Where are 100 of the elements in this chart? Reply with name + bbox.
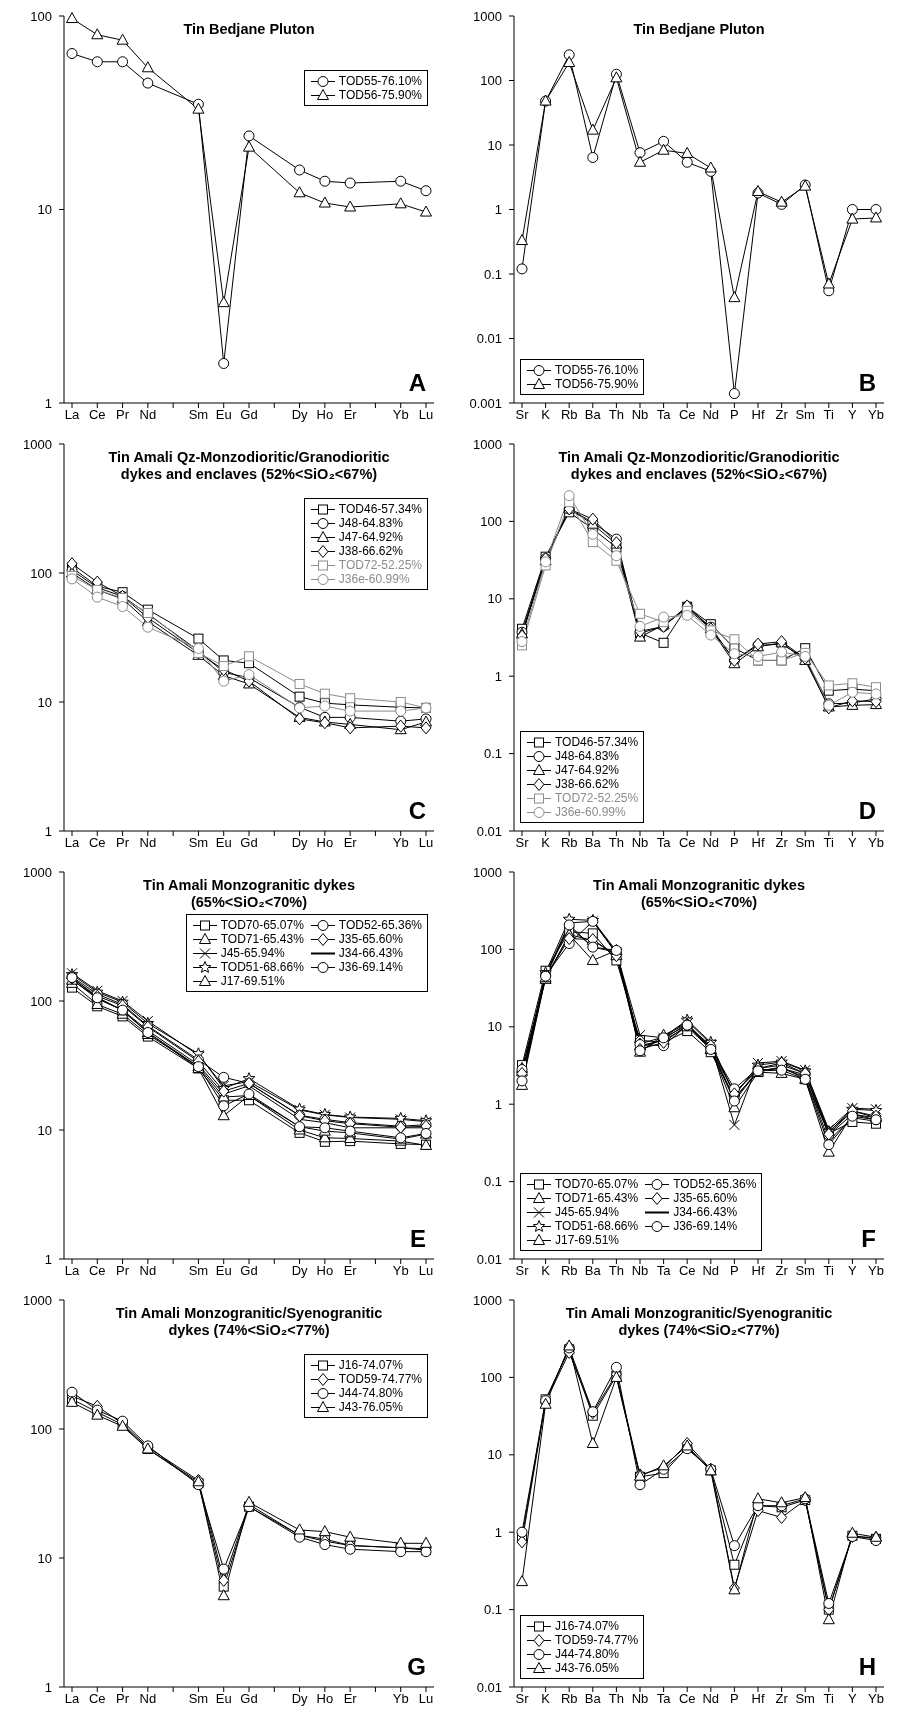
legend-label: TOD59-74.77% bbox=[555, 1633, 639, 1647]
x-tick-label: K bbox=[541, 1263, 551, 1279]
x-tick-label: Th bbox=[608, 835, 624, 851]
x-tick-label: Ti bbox=[823, 1691, 835, 1707]
x-tick-label: Lu bbox=[418, 1691, 434, 1707]
x-tick-label: Ta bbox=[656, 407, 672, 423]
x-tick-label: Eu bbox=[215, 407, 232, 423]
legend-label: J34-66.43% bbox=[338, 946, 403, 960]
x-tick-label: Sm bbox=[795, 1263, 815, 1279]
x-tick-label: Hf bbox=[751, 1691, 765, 1707]
legend-label: TOD55-76.10% bbox=[555, 363, 639, 377]
y-tick-label: 1 bbox=[44, 1251, 52, 1267]
legend-label: TOD70-65.07% bbox=[555, 1177, 639, 1191]
x-tick-label: Yb bbox=[868, 1263, 884, 1279]
x-tick-label: P bbox=[730, 407, 739, 423]
x-tick-label: Sr bbox=[515, 1691, 530, 1707]
legend-label: TOD72-52.25% bbox=[555, 791, 639, 805]
x-tick-label: K bbox=[541, 835, 551, 851]
chart-title: Tin Bedjane Pluton bbox=[182, 21, 316, 38]
x-tick-label: Nd bbox=[139, 407, 157, 423]
x-tick-label: La bbox=[64, 1691, 80, 1707]
x-tick-label: Rb bbox=[560, 1691, 578, 1707]
y-tick-label: 10 bbox=[37, 1122, 52, 1138]
annotation: C bbox=[408, 797, 426, 825]
x-tick-label: Er bbox=[343, 1691, 358, 1707]
x-tick-label: Gd bbox=[240, 835, 258, 851]
x-tick-label: Dy bbox=[291, 1263, 309, 1279]
x-tick-label: Ho bbox=[316, 1263, 334, 1279]
x-tick-label: Th bbox=[608, 1263, 624, 1279]
x-tick-label: Nd bbox=[139, 1691, 157, 1707]
legend-label: J48-64.83% bbox=[555, 749, 620, 763]
y-tick-label: 1 bbox=[44, 1679, 52, 1695]
x-tick-label: Ce bbox=[88, 1263, 106, 1279]
y-tick-label: 1 bbox=[494, 202, 502, 218]
x-tick-label: Ce bbox=[88, 835, 106, 851]
x-tick-label: Lu bbox=[418, 835, 434, 851]
y-tick-label: 0.01 bbox=[476, 1679, 502, 1695]
y-tick-label: 0.01 bbox=[476, 331, 502, 347]
y-tick-label: 10 bbox=[37, 694, 52, 710]
y-tick-label: 0.1 bbox=[483, 746, 502, 762]
y-tick-label: 100 bbox=[30, 8, 52, 24]
x-tick-label: Ce bbox=[678, 835, 696, 851]
text: Tin Amali Monzogranitic dykes (65%<SiO₂<70%) bbox=[592, 877, 806, 911]
x-tick-label: Y bbox=[848, 407, 858, 423]
x-tick-label: Ti bbox=[823, 835, 835, 851]
y-tick-label: 100 bbox=[30, 565, 52, 581]
y-tick-label: 0.1 bbox=[483, 1602, 502, 1618]
x-tick-label: Dy bbox=[291, 1691, 309, 1707]
legend-label: J17-69.51% bbox=[555, 1233, 620, 1247]
x-tick-label: Lu bbox=[418, 407, 434, 423]
x-tick-label: Gd bbox=[240, 1263, 258, 1279]
x-tick-label: Pr bbox=[116, 835, 130, 851]
legend-label: TOD72-52.25% bbox=[338, 558, 422, 572]
legend-label: TOD56-75.90% bbox=[555, 377, 639, 391]
x-tick-label: Ta bbox=[656, 835, 672, 851]
x-tick-label: Ba bbox=[584, 1263, 602, 1279]
x-tick-label: Y bbox=[848, 1263, 858, 1279]
legend-label: J44-74.80% bbox=[555, 1647, 620, 1661]
x-tick-label: Nd bbox=[702, 1691, 720, 1707]
text: Tin Amali Monzogranitic dykes (65%<SiO₂<70%) bbox=[142, 877, 356, 911]
x-tick-label: Pr bbox=[116, 1263, 130, 1279]
x-tick-label: Yb bbox=[868, 407, 884, 423]
x-tick-label: K bbox=[541, 407, 551, 423]
x-tick-label: P bbox=[730, 1691, 739, 1707]
y-tick-label: 1000 bbox=[473, 1292, 502, 1308]
x-tick-label: Ta bbox=[656, 1691, 672, 1707]
annotation: F bbox=[861, 1225, 876, 1253]
y-tick-label: 100 bbox=[30, 1421, 52, 1437]
x-tick-label: Rb bbox=[560, 1263, 578, 1279]
x-tick-label: Nd bbox=[139, 835, 157, 851]
x-tick-label: Hf bbox=[751, 407, 765, 423]
x-tick-label: Sm bbox=[795, 1691, 815, 1707]
y-tick-label: 10 bbox=[487, 137, 502, 153]
legend-label: J35-65.60% bbox=[338, 932, 403, 946]
x-tick-label: Sm bbox=[795, 835, 815, 851]
legend-label: J43-76.05% bbox=[338, 1400, 403, 1414]
x-tick-label: Yb bbox=[392, 1691, 409, 1707]
legend-label: J16-74.07% bbox=[338, 1358, 403, 1372]
annotation: B bbox=[858, 369, 876, 397]
legend-label: TOD71-65.43% bbox=[555, 1191, 639, 1205]
x-tick-label: Dy bbox=[291, 835, 309, 851]
y-tick-label: 100 bbox=[480, 514, 502, 530]
annotation: A bbox=[408, 369, 426, 397]
y-tick-label: 1000 bbox=[473, 8, 502, 24]
x-tick-label: Zr bbox=[775, 407, 789, 423]
x-tick-label: Yb bbox=[392, 407, 409, 423]
legend-label: TOD71-65.43% bbox=[220, 932, 304, 946]
y-tick-label: 100 bbox=[480, 942, 502, 958]
x-tick-label: Sr bbox=[515, 835, 530, 851]
x-tick-label: Yb bbox=[868, 1691, 884, 1707]
x-tick-label: Ta bbox=[656, 1263, 672, 1279]
legend-label: J16-74.07% bbox=[555, 1619, 620, 1633]
x-tick-label: Lu bbox=[418, 1263, 434, 1279]
x-tick-label: Gd bbox=[240, 1691, 258, 1707]
x-tick-label: Ce bbox=[678, 1263, 696, 1279]
x-tick-label: Gd bbox=[240, 407, 258, 423]
y-tick-label: 1 bbox=[44, 823, 52, 839]
legend-label: J35-65.60% bbox=[673, 1191, 738, 1205]
y-tick-label: 1000 bbox=[473, 436, 502, 452]
x-tick-label: Ba bbox=[584, 835, 602, 851]
